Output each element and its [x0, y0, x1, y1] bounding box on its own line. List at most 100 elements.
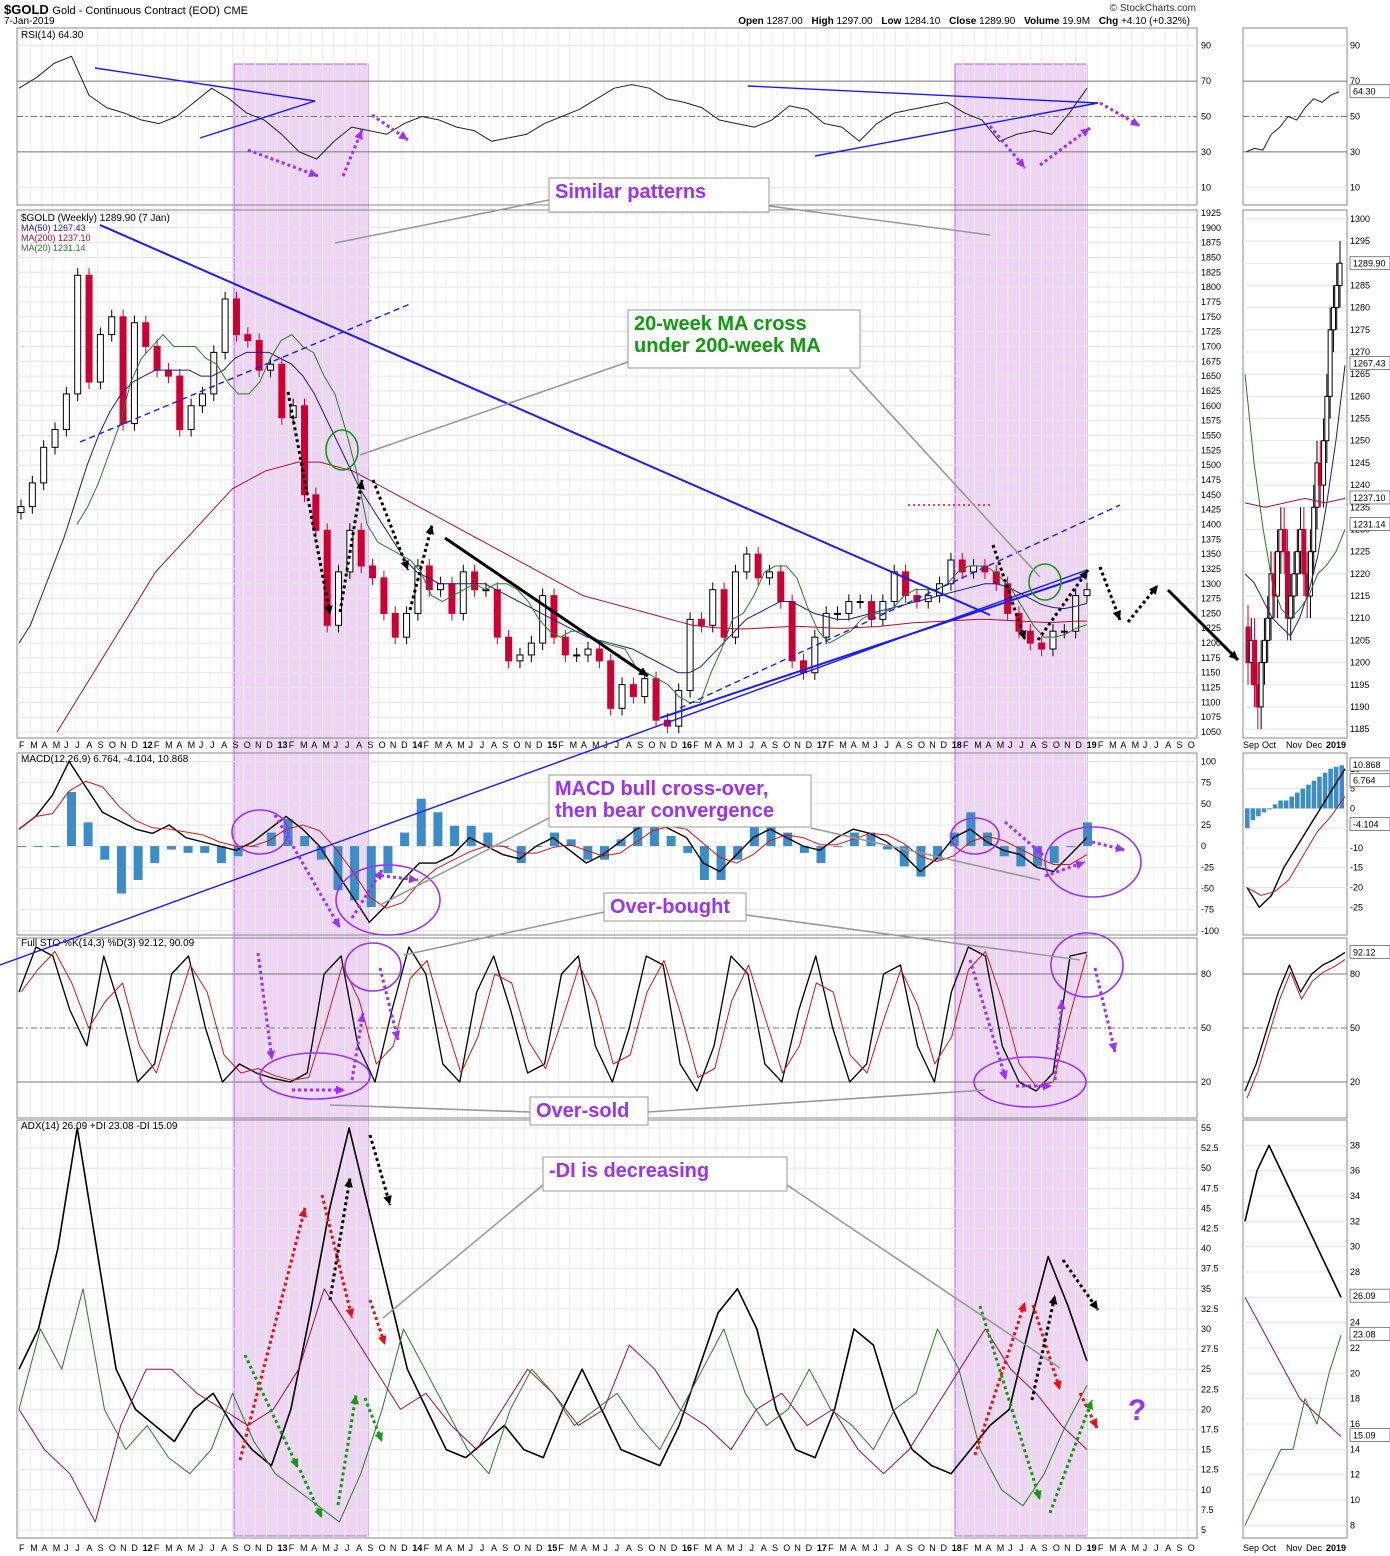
- time-tick-label: J: [615, 740, 620, 750]
- annotation-arrow: [991, 544, 1027, 641]
- macd-hist-bar: [450, 825, 460, 847]
- value-tag-label: 64.30: [1353, 87, 1376, 97]
- value-tag-label: 26.09: [1353, 1291, 1376, 1301]
- rsi-line: [18, 55, 1088, 160]
- value-tag-label: 10.868: [1353, 760, 1381, 770]
- candle-body: [868, 601, 876, 620]
- inset-tick-label: -15: [1350, 863, 1363, 873]
- time-tick-label: A: [581, 740, 587, 750]
- inset-candle-body: [1291, 573, 1297, 597]
- macd-tick-label: 75: [1201, 778, 1211, 788]
- callout-similar-patterns: Similar patterns: [334, 177, 991, 244]
- value-tag: [1349, 1326, 1390, 1341]
- time-tick-label: A: [1120, 1543, 1126, 1553]
- macd-hist-bar: [183, 846, 193, 853]
- time-tick-label: M: [457, 740, 465, 750]
- time-tick-label: A: [896, 740, 902, 750]
- inset-tick-label: 28: [1350, 1267, 1360, 1277]
- inset-tick-label: 1235: [1350, 502, 1370, 512]
- arrow-head: [308, 168, 318, 177]
- arrow-shaft: [328, 1177, 352, 1301]
- time-tick-label: S: [233, 740, 239, 750]
- macd-hist-bar: [416, 798, 426, 847]
- arrow-head: [1056, 1000, 1066, 1010]
- inset-candle-body: [1281, 528, 1287, 553]
- time-tick-label: F: [1098, 740, 1104, 750]
- value-tag: [1349, 355, 1390, 370]
- time-tick-label: 14: [412, 1543, 422, 1553]
- panel-legend: MA(20) 1231.14: [21, 243, 86, 253]
- inset-tick-label: 1225: [1350, 547, 1370, 557]
- macd-hist-bar: [50, 846, 60, 848]
- time-tick-label: A: [626, 740, 632, 750]
- macd-hist-bar: [1083, 822, 1092, 847]
- rsi-tick-label: 90: [1201, 41, 1211, 51]
- inset-candle-body: [1294, 551, 1300, 575]
- adx-tick-label: 40: [1201, 1244, 1211, 1254]
- time-tick-label: M: [1109, 740, 1117, 750]
- time-tick-label: M: [435, 1543, 443, 1553]
- arrow-shaft: [408, 524, 434, 611]
- inset-hist-bar: [1283, 800, 1289, 809]
- inset-candle-body: [1334, 284, 1340, 309]
- inset-candle-body: [1311, 506, 1317, 553]
- candle-body: [709, 589, 717, 626]
- time-tick-label: A: [1165, 1543, 1171, 1553]
- rsi-tick-label: 70: [1201, 76, 1211, 86]
- time-tick-label: O: [1188, 740, 1195, 750]
- macd-hist-bar: [1066, 846, 1076, 848]
- price-tick-label: 1250: [1201, 608, 1221, 618]
- candle-body: [187, 405, 195, 431]
- trendline: [659, 574, 1088, 719]
- arrow-shaft: [1048, 1399, 1094, 1514]
- candle-body: [391, 612, 399, 638]
- inset-time-label: Nov: [1286, 1543, 1303, 1553]
- inset-hist-bar: [1311, 780, 1317, 809]
- annotation-arrow: [1166, 588, 1240, 662]
- stochastic-panel: 20 50 80 Full STO %K(14,3) %D(3) 92.12, 90.…: [16, 937, 1211, 1119]
- time-tick-label: A: [626, 1543, 632, 1553]
- inset-tick-label: 80: [1350, 969, 1360, 979]
- annotation-arrow: [408, 524, 434, 611]
- inset-sto-d: [1246, 959, 1346, 1099]
- arrow-head: [398, 131, 408, 140]
- time-tick-label: A: [446, 1543, 452, 1553]
- time-tick-label: F: [19, 1543, 25, 1553]
- macd-hist-bar: [783, 832, 793, 847]
- arrow-shaft: [444, 536, 649, 678]
- price-tick-label: 1800: [1201, 282, 1221, 292]
- inset-candle-body: [1307, 551, 1313, 597]
- annotation-arrow: [1031, 1304, 1062, 1391]
- arrow-shaft: [991, 544, 1027, 641]
- chart-date: 7-Jan-2019: [4, 16, 55, 27]
- inset-tick-label: 1255: [1350, 414, 1370, 424]
- candle-body: [108, 316, 116, 336]
- time-tick-label: J: [469, 1543, 474, 1553]
- value-tag-label: -4.104: [1353, 820, 1379, 830]
- annotation-arrow: [363, 1397, 384, 1443]
- arrow-head: [1112, 610, 1121, 620]
- sto-k-line: [18, 946, 1088, 1092]
- arrow-head: [383, 1195, 392, 1205]
- time-tick-label: S: [907, 1543, 913, 1553]
- time-tick-label: N: [929, 1543, 936, 1553]
- time-tick-label: A: [446, 740, 452, 750]
- time-tick-label: J: [334, 740, 339, 750]
- time-tick-label: M: [300, 740, 308, 750]
- annotation-arrow: [338, 479, 365, 613]
- arrow-head: [1084, 1400, 1093, 1410]
- callout-text: 20-week MA cross: [634, 313, 807, 335]
- value-tag-label: 15.09: [1353, 1431, 1376, 1441]
- callout-leader: [786, 1184, 1061, 1369]
- time-tick-label: S: [367, 1543, 373, 1553]
- time-tick-label: M: [974, 1543, 982, 1553]
- plus-di-line: [18, 1288, 1088, 1523]
- time-tick-label: A: [311, 1543, 317, 1553]
- arrow-shaft: [378, 967, 400, 1041]
- arrow-head: [1080, 128, 1090, 137]
- time-tick-label: A: [356, 1543, 362, 1553]
- candle-body: [1015, 612, 1023, 632]
- annotation-arrow: [298, 1469, 324, 1519]
- annotation-arrow: [374, 873, 419, 884]
- time-tick-label: J: [199, 740, 204, 750]
